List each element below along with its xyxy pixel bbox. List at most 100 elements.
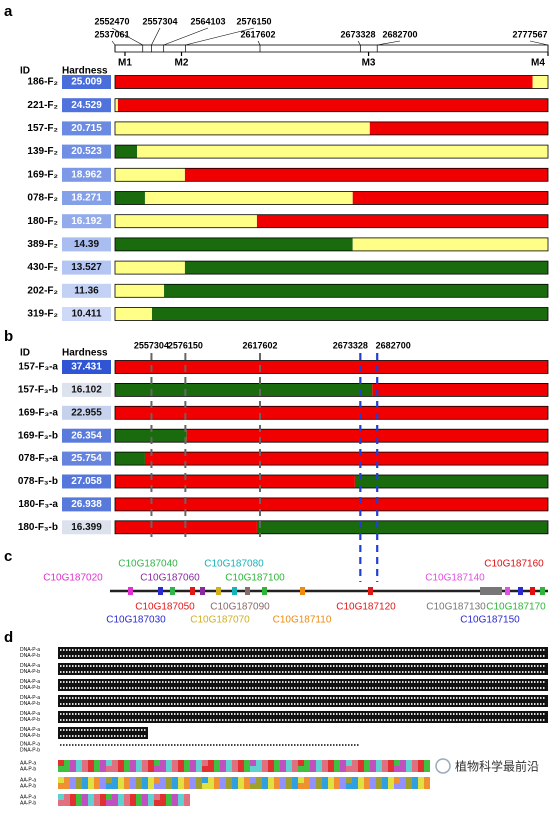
- aa-cell: [136, 766, 142, 772]
- dna-block: [58, 679, 548, 691]
- aa-cell: [88, 800, 94, 806]
- aa-cell: [136, 783, 142, 789]
- aa-cell: [394, 777, 400, 783]
- aa-cell: [340, 766, 346, 772]
- aa-cell: [136, 760, 142, 766]
- aa-cell: [76, 766, 82, 772]
- row-id: 139-F₂: [27, 146, 58, 157]
- aa-cell: [154, 766, 160, 772]
- aa-cell: [58, 794, 64, 800]
- aa-cell: [238, 783, 244, 789]
- tick-leader: [111, 40, 116, 46]
- bar-outline: [114, 520, 549, 535]
- aa-cell: [232, 760, 238, 766]
- aa-cell: [118, 777, 124, 783]
- aa-cell: [148, 794, 154, 800]
- gene-label: C10G187170: [486, 602, 546, 613]
- seq-label: DNA-P-b: [20, 669, 40, 675]
- row-id: 078-F₃-b: [18, 476, 58, 487]
- aa-cell: [130, 766, 136, 772]
- hardness-value: 16.102: [71, 385, 102, 396]
- bar-outline: [114, 283, 549, 298]
- hardness-value: 24.529: [71, 100, 102, 111]
- aa-cell: [364, 760, 370, 766]
- aa-cell: [118, 766, 124, 772]
- aa-cell: [106, 766, 112, 772]
- aa-cell: [100, 760, 106, 766]
- aa-cell: [70, 766, 76, 772]
- seq-label: DNA-P-a: [20, 695, 40, 701]
- gene-label: C10G187020: [43, 573, 103, 584]
- aa-cell: [364, 766, 370, 772]
- aa-cell: [100, 800, 106, 806]
- aa-cell: [136, 794, 142, 800]
- bar-outline: [114, 451, 549, 466]
- gene-label: C10G187110: [273, 615, 332, 626]
- seq-label: DNA-P-b: [20, 701, 40, 707]
- gene-glyph: [190, 587, 195, 595]
- tick-label: 2682700: [376, 340, 411, 350]
- aa-cell: [76, 794, 82, 800]
- hardness-box: [62, 144, 111, 159]
- tick-label: 2557304: [134, 340, 169, 350]
- row-id: 221-F₂: [27, 100, 58, 111]
- aa-cell: [274, 760, 280, 766]
- aa-cell: [382, 766, 388, 772]
- aa-cell: [142, 783, 148, 789]
- dna-block: [58, 727, 148, 739]
- hardness-box: [62, 360, 111, 374]
- aa-cell: [160, 800, 166, 806]
- tick-leader: [151, 27, 161, 46]
- aa-cell: [196, 766, 202, 772]
- hardness-header: Hardness: [62, 66, 108, 77]
- aa-cell: [106, 794, 112, 800]
- seq-label: DNA-P-a: [20, 727, 40, 733]
- row-id: 180-F₃-a: [18, 499, 58, 510]
- genotype-segment: [256, 214, 548, 228]
- genotype-segment: [115, 497, 548, 511]
- gene-label: C10G187160: [484, 559, 544, 570]
- aa-cell: [94, 800, 100, 806]
- aa-cell: [142, 766, 148, 772]
- aa-cell: [286, 777, 292, 783]
- aa-cell: [370, 783, 376, 789]
- gene-label: C10G187030: [106, 615, 166, 626]
- aa-cell: [250, 760, 256, 766]
- aa-cell: [166, 766, 172, 772]
- aa-cell: [154, 794, 160, 800]
- panel-label: b: [4, 328, 13, 345]
- aa-cell: [64, 777, 70, 783]
- aa-cell: [424, 766, 430, 772]
- hardness-header: Hardness: [62, 348, 108, 359]
- aa-cell: [280, 783, 286, 789]
- aa-cell: [262, 760, 268, 766]
- tick-label: 2682700: [382, 29, 417, 39]
- aa-cell: [106, 777, 112, 783]
- aa-cell: [154, 760, 160, 766]
- aa-cell: [100, 794, 106, 800]
- aa-cell: [226, 777, 232, 783]
- aa-cell: [184, 777, 190, 783]
- aa-cell: [88, 794, 94, 800]
- aa-cell: [94, 783, 100, 789]
- aa-cell: [256, 783, 262, 789]
- hardness-value: 18.271: [71, 193, 102, 204]
- aa-cell: [112, 760, 118, 766]
- aa-cell: [130, 794, 136, 800]
- seq-label: DNA-P-b: [20, 717, 40, 723]
- hardness-value: 25.009: [71, 77, 102, 88]
- aa-cell: [130, 760, 136, 766]
- seq-label: AA-P-a: [20, 760, 36, 766]
- row-id: 078-F₃-a: [18, 453, 58, 464]
- gene-label: C10G187090: [210, 602, 270, 613]
- tick-label: 2557304: [142, 16, 177, 26]
- aa-cell: [250, 766, 256, 772]
- aa-cell: [418, 783, 424, 789]
- gene-glyph: [300, 587, 305, 595]
- genotype-segment: [352, 237, 548, 251]
- row-id: 078-F₂: [27, 193, 58, 204]
- bar-outline: [114, 307, 549, 321]
- aa-cell: [178, 777, 184, 783]
- aa-cell: [160, 794, 166, 800]
- aa-cell: [424, 777, 430, 783]
